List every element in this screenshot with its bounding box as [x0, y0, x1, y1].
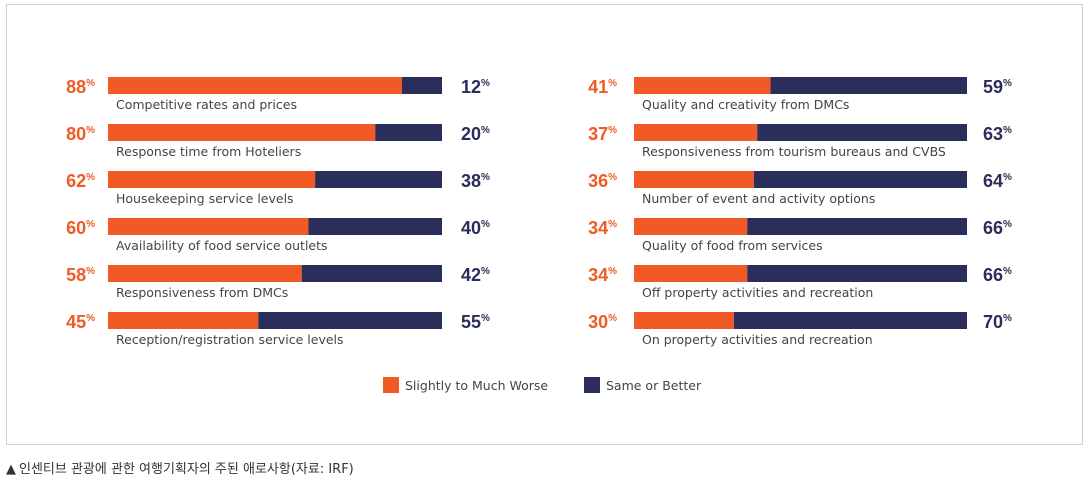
legend-swatch [584, 377, 600, 393]
category-label: Off property activities and recreation [642, 285, 873, 300]
figure-caption: ▲ 인센티브 관광에 관한 여행기획자의 주된 애로사항(자료: IRF) [6, 458, 354, 477]
value-label-worse: 58% [66, 265, 95, 285]
stacked-bar-chart: 88% 12% Competitive rates and prices 80% 20%… [66, 77, 1012, 393]
category-label: Responsiveness from DMCs [116, 285, 288, 300]
value-label-better: 42% [461, 265, 490, 285]
value-label-better: 70% [983, 312, 1012, 332]
value-label-better: 20% [461, 124, 490, 144]
bar-worse [108, 171, 316, 188]
bar-better [733, 312, 967, 329]
category-label: Number of event and activity options [642, 191, 875, 206]
bar-worse [108, 124, 376, 141]
value-label-worse: 36% [588, 171, 617, 191]
category-label: Responsiveness from tourism bureaus and … [642, 144, 946, 159]
value-label-worse: 34% [588, 218, 617, 238]
bar-better [770, 77, 967, 94]
chart-frame: 88% 12% Competitive rates and prices 80% 20%… [6, 4, 1083, 445]
value-label-worse: 80% [66, 124, 95, 144]
value-label-worse: 62% [66, 171, 95, 191]
bar-better [375, 124, 442, 141]
value-label-better: 66% [983, 265, 1012, 285]
bar-better [308, 218, 442, 235]
bar-better [757, 124, 967, 141]
bar-better [258, 312, 442, 329]
bar-worse [634, 77, 771, 94]
value-label-better: 64% [983, 171, 1012, 191]
caption-text: 인센티브 관광에 관한 여행기획자의 주된 애로사항(자료: IRF) [19, 462, 354, 477]
legend-swatch [383, 377, 399, 393]
bar-worse [634, 218, 748, 235]
value-label-better: 59% [983, 77, 1012, 97]
bar-better [301, 265, 442, 282]
bar-worse [108, 218, 309, 235]
value-label-worse: 37% [588, 124, 617, 144]
bar-worse [634, 265, 748, 282]
value-label-better: 40% [461, 218, 490, 238]
value-label-worse: 34% [588, 265, 617, 285]
value-label-better: 12% [461, 77, 490, 97]
value-label-better: 38% [461, 171, 490, 191]
value-label-worse: 41% [588, 77, 617, 97]
bar-better [315, 171, 442, 188]
bar-worse [634, 171, 754, 188]
bar-better [747, 265, 967, 282]
category-label: Quality and creativity from DMCs [642, 97, 849, 112]
category-label: Availability of food service outlets [116, 238, 328, 253]
category-label: Competitive rates and prices [116, 97, 297, 112]
bar-better [753, 171, 967, 188]
value-label-better: 63% [983, 124, 1012, 144]
value-label-worse: 30% [588, 312, 617, 332]
category-label: On property activities and recreation [642, 332, 873, 347]
bar-better [401, 77, 442, 94]
bar-worse [634, 312, 734, 329]
value-label-worse: 60% [66, 218, 95, 238]
value-label-better: 55% [461, 312, 490, 332]
bar-better [747, 218, 967, 235]
category-label: Response time from Hoteliers [116, 144, 301, 159]
bar-worse [634, 124, 758, 141]
category-label: Reception/registration service levels [116, 332, 344, 347]
legend-label: Same or Better [606, 378, 702, 393]
bar-worse [108, 312, 259, 329]
value-label-worse: 88% [66, 77, 95, 97]
category-label: Housekeeping service levels [116, 191, 294, 206]
bar-worse [108, 77, 402, 94]
legend-label: Slightly to Much Worse [405, 378, 548, 393]
value-label-worse: 45% [66, 312, 95, 332]
triangle-marker: ▲ [6, 462, 16, 477]
value-label-better: 66% [983, 218, 1012, 238]
category-label: Quality of food from services [642, 238, 823, 253]
bar-worse [108, 265, 302, 282]
